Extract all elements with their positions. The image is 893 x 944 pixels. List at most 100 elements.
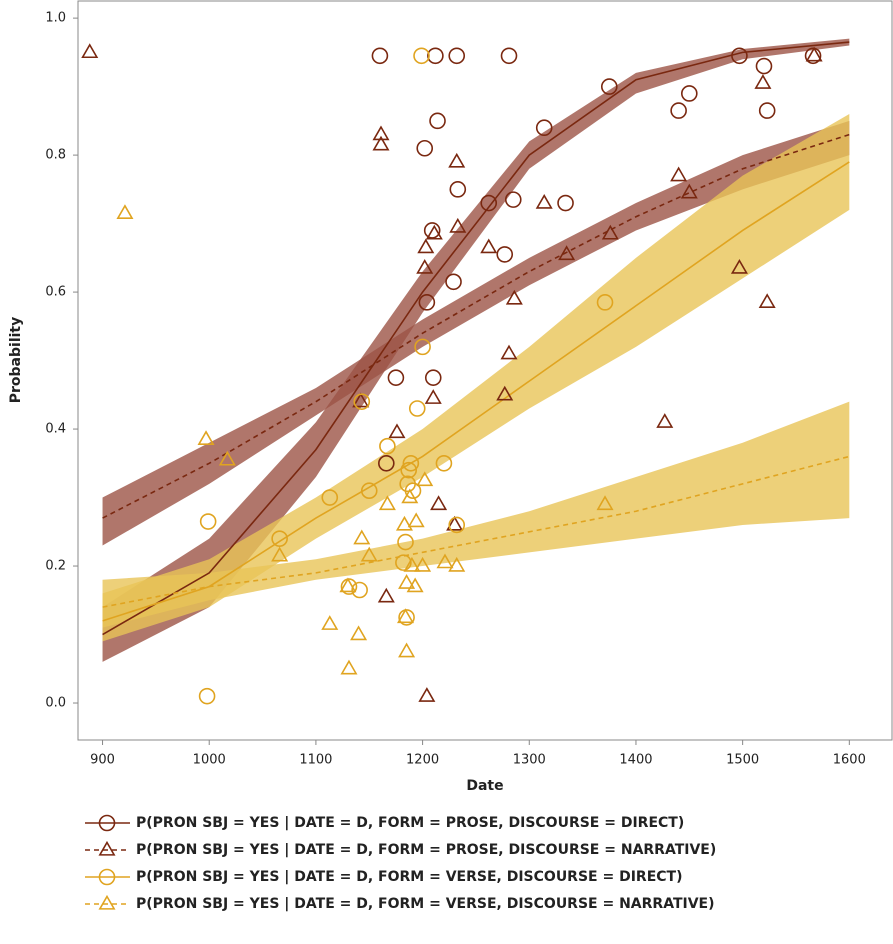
data-point: [758, 293, 776, 309]
data-point: [340, 578, 358, 595]
x-tick-label: 1500: [726, 753, 759, 768]
confidence-band: [102, 114, 850, 642]
x-tick-label: 1400: [619, 753, 652, 768]
data-point: [680, 183, 698, 199]
data-point: [755, 57, 773, 75]
legend-label: P(PRON SBJ = YES | DATE = D, FORM = PROS…: [136, 815, 684, 831]
y-tick-label: 0.2: [45, 559, 66, 574]
data-point: [500, 47, 518, 65]
data-point: [754, 74, 772, 89]
data-point: [417, 238, 435, 254]
confidence-band: [102, 401, 850, 628]
data-point: [197, 430, 215, 446]
data-point: [199, 513, 217, 530]
data-point: [352, 392, 370, 408]
data-point: [395, 554, 412, 571]
data-point: [425, 224, 443, 240]
data-point: [372, 135, 390, 151]
y-tick-label: 0.4: [45, 422, 66, 437]
data-point: [351, 581, 368, 599]
data-point: [445, 273, 462, 291]
data-point: [397, 608, 415, 624]
data-point: [596, 294, 614, 311]
data-point: [407, 512, 425, 528]
y-tick-label: 1.0: [45, 11, 66, 26]
confidence-band: [102, 38, 850, 662]
y-axis-label: Probability: [8, 317, 24, 404]
data-point: [198, 687, 216, 705]
data-point: [448, 516, 466, 534]
data-point: [424, 389, 442, 404]
data-point: [353, 529, 371, 545]
data-point: [401, 488, 419, 504]
data-point: [670, 166, 688, 182]
data-point: [596, 495, 614, 511]
data-point: [480, 238, 498, 254]
x-tick-label: 900: [90, 753, 115, 768]
data-point: [804, 47, 822, 65]
data-point: [387, 369, 405, 386]
data-point: [372, 125, 390, 141]
data-point: [656, 413, 674, 428]
legend-label: P(PRON SBJ = YES | DATE = D, FORM = PROS…: [136, 842, 716, 858]
data-point: [403, 556, 421, 572]
y-tick-label: 0.0: [45, 696, 66, 711]
data-point: [449, 181, 467, 198]
data-point: [271, 530, 288, 547]
data-point: [378, 455, 395, 472]
fit-line: [102, 455, 850, 608]
data-point: [353, 393, 371, 410]
data-point: [321, 615, 339, 630]
fit-line: [102, 41, 850, 636]
legend-marker: [98, 894, 116, 910]
data-point: [557, 194, 574, 212]
data-point: [496, 385, 514, 401]
data-point: [397, 533, 414, 551]
data-point: [535, 119, 553, 137]
data-point: [435, 455, 453, 472]
data-point: [378, 495, 396, 511]
data-point: [398, 609, 415, 626]
data-point: [406, 577, 424, 593]
data-point: [339, 577, 357, 593]
data-point: [731, 47, 748, 65]
data-point: [398, 642, 416, 658]
data-point: [402, 455, 420, 472]
data-point: [371, 47, 389, 65]
data-point: [448, 556, 466, 572]
data-point: [429, 112, 446, 130]
data-point: [416, 259, 434, 274]
data-point: [395, 515, 413, 531]
data-point: [504, 191, 522, 208]
data-point: [404, 482, 422, 499]
data-point: [340, 659, 358, 675]
data-point: [427, 47, 444, 65]
data-point: [116, 204, 134, 219]
data-point: [414, 556, 432, 572]
data-point: [430, 495, 448, 511]
data-point: [416, 471, 434, 487]
legend-marker: [98, 814, 116, 832]
legend-marker: [98, 868, 116, 886]
x-tick-label: 1600: [833, 753, 866, 768]
legend-label: P(PRON SBJ = YES | DATE = D, FORM = VERS…: [136, 869, 683, 885]
data-point: [360, 546, 378, 562]
data-point: [758, 102, 776, 119]
data-point: [388, 423, 406, 439]
data-point: [413, 47, 430, 65]
data-point: [730, 259, 748, 274]
data-point: [448, 47, 466, 65]
x-tick-label: 1300: [513, 753, 546, 768]
plot-frame: [77, 0, 893, 741]
y-tick-label: 0.6: [45, 285, 66, 300]
legend-label: P(PRON SBJ = YES | DATE = D, FORM = VERS…: [136, 896, 715, 912]
data-point: [398, 574, 416, 589]
data-point: [271, 546, 289, 562]
x-tick-label: 1000: [193, 753, 226, 768]
data-point: [448, 152, 466, 168]
fit-line: [102, 161, 850, 622]
x-tick-label: 1100: [299, 753, 332, 768]
data-point: [601, 224, 619, 240]
data-point: [416, 139, 434, 157]
